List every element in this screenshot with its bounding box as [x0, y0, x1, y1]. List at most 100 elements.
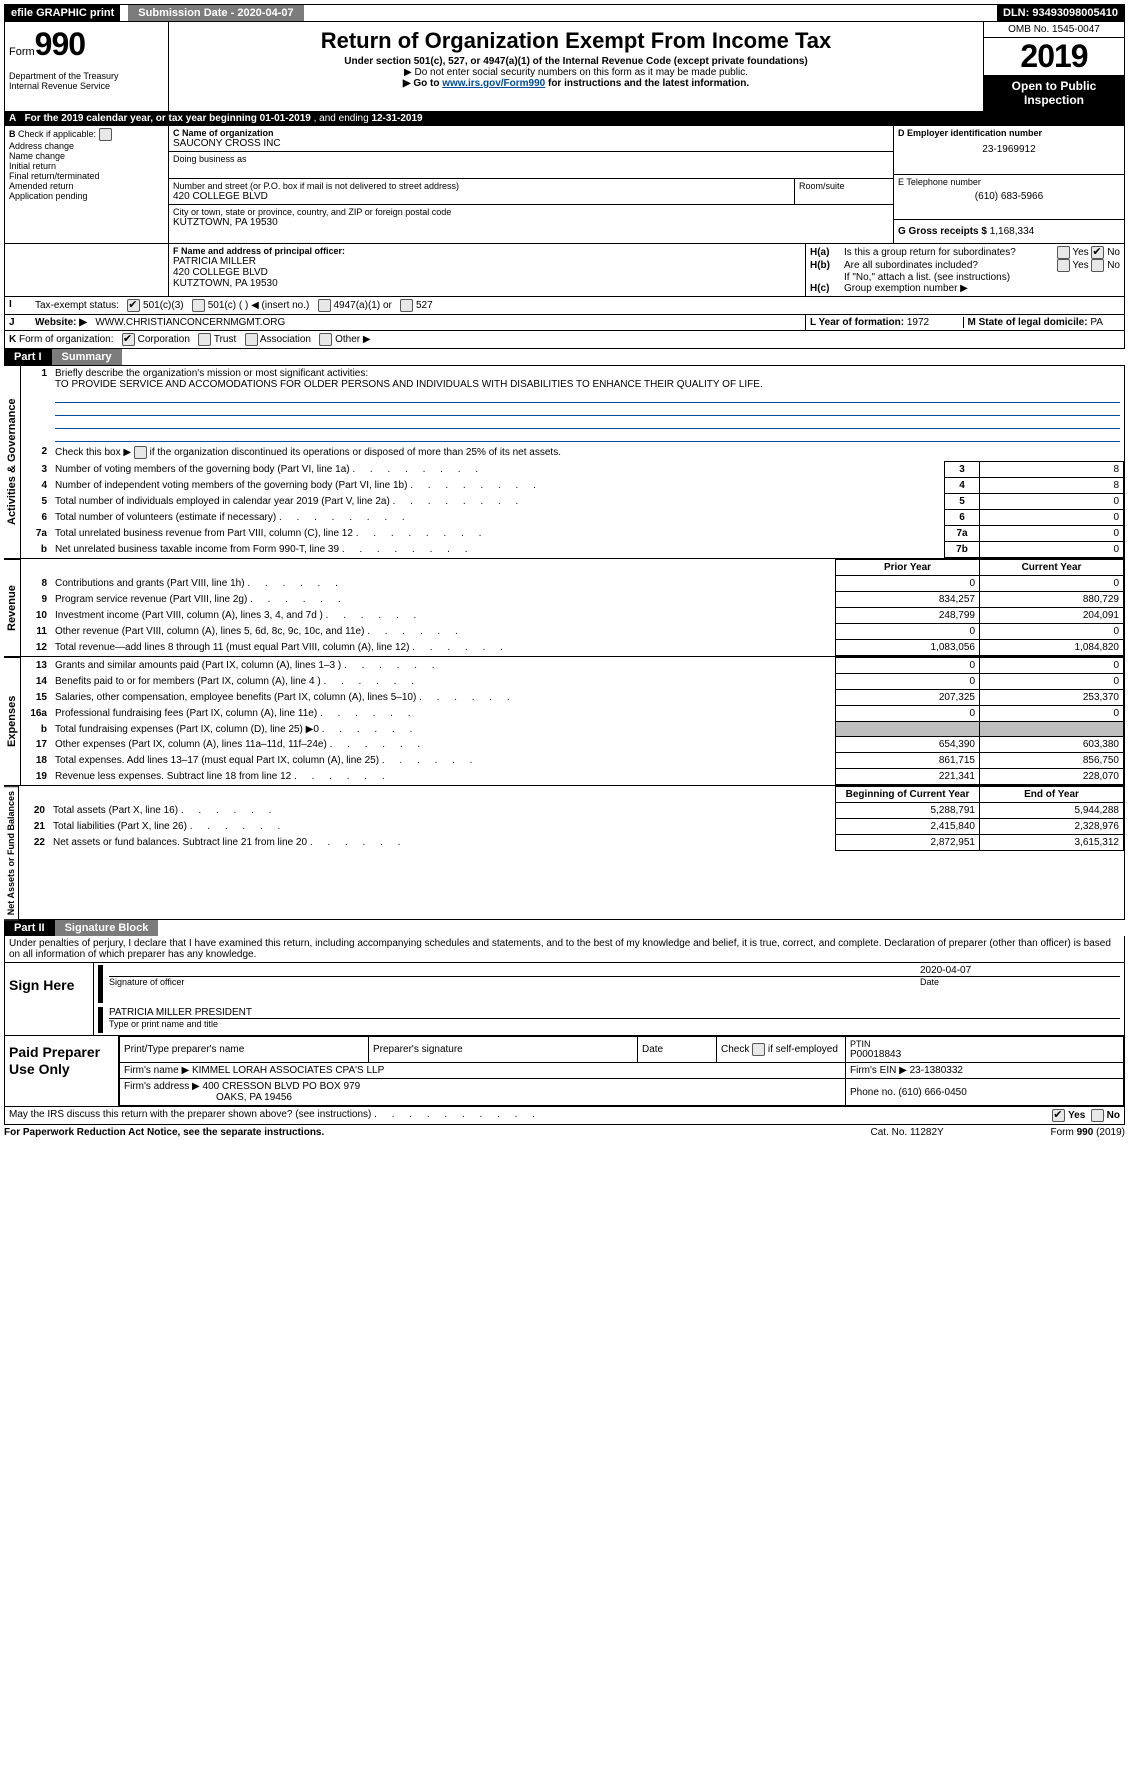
- line-num: 22: [19, 835, 49, 851]
- yes-label: Yes: [1068, 1110, 1085, 1121]
- dln-value: 93493098005410: [1032, 7, 1118, 19]
- expenses-table: 13 Grants and similar amounts paid (Part…: [21, 657, 1124, 785]
- inst-2: ▶ Go to www.irs.gov/Form990 for instruct…: [177, 78, 975, 89]
- letter-k: K: [9, 334, 16, 345]
- line-box: 4: [945, 478, 980, 494]
- firm-name: KIMMEL LORAH ASSOCIATES CPA'S LLP: [192, 1065, 384, 1076]
- line-desc: Total liabilities (Part X, line 26) . . …: [49, 819, 836, 835]
- prior-year-hdr: Prior Year: [836, 560, 980, 576]
- self-employed-cell: Check if self-employed: [717, 1037, 846, 1063]
- yes-label: Yes: [1072, 260, 1088, 271]
- checkbox-icon[interactable]: [319, 333, 332, 346]
- checkbox-icon[interactable]: [1091, 1109, 1104, 1122]
- letter-b: B: [9, 129, 16, 139]
- 501c: 501(c) ( ) ◀ (insert no.): [208, 300, 310, 311]
- line-desc: Grants and similar amounts paid (Part IX…: [51, 658, 836, 674]
- checkbox-icon[interactable]: [1057, 259, 1070, 272]
- website-value: WWW.CHRISTIANCONCERNMGMT.ORG: [95, 317, 285, 328]
- h-b: H(b): [810, 260, 844, 271]
- box-b-item: Final return/terminated: [9, 171, 164, 181]
- ein-label: D Employer identification number: [898, 128, 1120, 138]
- printed-name-label: Type or print name and title: [109, 1019, 1120, 1029]
- section-netassets: Net Assets or Fund Balances Beginning of…: [4, 786, 1125, 920]
- checkbox-icon[interactable]: [245, 333, 258, 346]
- line-num: 17: [21, 737, 51, 753]
- checkbox-icon[interactable]: [127, 299, 140, 312]
- inst2-pre: ▶ Go to: [403, 78, 442, 89]
- perjury-declaration: Under penalties of perjury, I declare th…: [4, 936, 1125, 963]
- gross-receipts-label: G Gross receipts $: [898, 226, 990, 237]
- current-value: 856,750: [980, 753, 1124, 769]
- dln: DLN: 93493098005410: [997, 5, 1124, 21]
- firm-phone-label: Phone no.: [850, 1087, 898, 1098]
- checkbox-icon[interactable]: [134, 446, 147, 459]
- form-right-cell: OMB No. 1545-0047 2019 Open to Public In…: [983, 22, 1124, 111]
- checkbox-icon[interactable]: [1091, 259, 1104, 272]
- checkbox-icon[interactable]: [1052, 1109, 1065, 1122]
- line-value: 8: [980, 462, 1124, 478]
- current-year-hdr: Current Year: [980, 560, 1124, 576]
- dept1: Department of the Treasury: [9, 71, 164, 81]
- line-desc: Number of voting members of the governin…: [51, 462, 945, 478]
- signature-cell: 2020-04-07 Signature of officer Date PAT…: [93, 963, 1124, 1035]
- h-a: H(a): [810, 247, 844, 258]
- check-if-applicable: Check if applicable:: [18, 129, 96, 139]
- signature-bar-icon: [98, 965, 103, 1003]
- firm-addr1: 400 CRESSON BLVD PO BOX 979: [203, 1081, 361, 1092]
- checkbox-icon[interactable]: [1091, 246, 1104, 259]
- city-state-zip: KUTZTOWN, PA 19530: [173, 217, 889, 228]
- line-value: 0: [980, 542, 1124, 558]
- prior-value: 248,799: [836, 608, 980, 624]
- checkbox-icon[interactable]: [192, 299, 205, 312]
- line-num: b: [21, 722, 51, 737]
- box-b-item: Address change: [9, 141, 164, 151]
- ein-value: 23-1969912: [898, 144, 1120, 155]
- checkbox-icon[interactable]: [122, 333, 135, 346]
- firm-addr-label: Firm's address ▶: [124, 1081, 203, 1092]
- form-number-cell: Form990 Department of the Treasury Inter…: [5, 22, 169, 111]
- dba-label: Doing business as: [173, 154, 889, 164]
- l2-text: Check this box ▶ if the organization dis…: [55, 447, 561, 458]
- current-value: 5,944,288: [980, 803, 1124, 819]
- line-desc: Program service revenue (Part VIII, line…: [51, 592, 836, 608]
- box-deg: D Employer identification number 23-1969…: [893, 126, 1124, 243]
- rule-line: [55, 429, 1120, 442]
- line-num: 7a: [21, 526, 51, 542]
- line-desc: Other revenue (Part VIII, column (A), li…: [51, 624, 836, 640]
- period-mid: , and ending: [314, 113, 372, 124]
- checkbox-icon[interactable]: [1057, 246, 1070, 259]
- footer-form-990: 990: [1077, 1127, 1094, 1138]
- box-b-items: Address changeName changeInitial returnF…: [9, 141, 164, 201]
- checkbox-icon[interactable]: [99, 128, 112, 141]
- addr-label: Number and street (or P.O. box if mail i…: [173, 181, 790, 191]
- irs-link[interactable]: www.irs.gov/Form990: [442, 78, 545, 89]
- checkbox-icon[interactable]: [318, 299, 331, 312]
- hb-text: Are all subordinates included?: [844, 260, 1057, 271]
- shaded-cell: [836, 722, 980, 737]
- box-b-item: Name change: [9, 151, 164, 161]
- row-k: K Form of organization: Corporation Trus…: [4, 331, 1125, 349]
- line-num: 4: [21, 478, 51, 494]
- phone-label: E Telephone number: [898, 177, 1120, 187]
- officer-addr2: KUTZTOWN, PA 19530: [173, 278, 801, 289]
- checkbox-icon[interactable]: [752, 1043, 765, 1056]
- period-end: 12-31-2019: [371, 113, 422, 124]
- line-value: 0: [980, 494, 1124, 510]
- firm-phone: (610) 666-0450: [898, 1087, 966, 1098]
- checkbox-icon[interactable]: [400, 299, 413, 312]
- preparer-table: Print/Type preparer's name Preparer's si…: [119, 1036, 1124, 1106]
- box-c: C Name of organization SAUCONY CROSS INC…: [169, 126, 893, 243]
- firm-name-label: Firm's name ▶: [124, 1065, 192, 1076]
- line-value: 0: [980, 526, 1124, 542]
- side-netassets: Net Assets or Fund Balances: [4, 786, 19, 920]
- part1-title: Summary: [52, 349, 122, 365]
- h-c: H(c): [810, 283, 844, 294]
- checkbox-icon[interactable]: [198, 333, 211, 346]
- l1-label: Briefly describe the organization's miss…: [55, 368, 368, 379]
- firm-addr2: OAKS, PA 19456: [216, 1092, 292, 1103]
- line-desc: Net assets or fund balances. Subtract li…: [49, 835, 836, 851]
- mission-text: TO PROVIDE SERVICE AND ACCOMODATIONS FOR…: [55, 379, 763, 390]
- filler-left: [5, 244, 168, 296]
- box-b: B Check if applicable: Address changeNam…: [5, 126, 169, 243]
- current-value: 0: [980, 624, 1124, 640]
